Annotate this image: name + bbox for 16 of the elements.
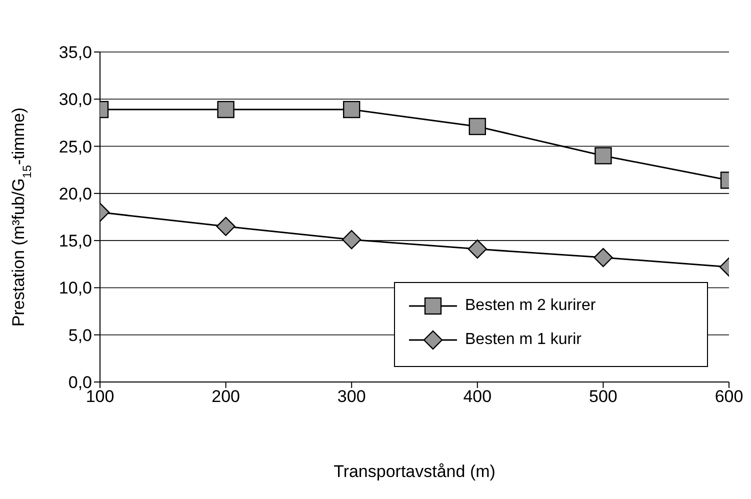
legend-label: Besten m 2 kurirer [465,297,596,315]
x-tick-label: 100 [86,387,114,406]
x-tick-label: 500 [589,387,618,406]
x-tick-label: 600 [714,387,744,406]
x-tick-label: 400 [463,387,492,406]
y-tick-label: 5,0 [68,326,92,345]
y-tick-label: 15,0 [58,232,92,251]
y-tick-label: 20,0 [58,184,92,204]
x-tick-label: 200 [212,387,240,406]
legend-label: Besten m 1 kurir [465,331,582,349]
x-axis-title: Transportavstånd (m) [334,462,496,481]
y-tick-label: 25,0 [58,137,92,156]
y-tick-label: 35,0 [58,43,92,62]
y-tick-label: 30,0 [58,90,92,110]
y-tick-label: 10,0 [58,278,92,298]
x-tick-label: 300 [337,387,366,406]
